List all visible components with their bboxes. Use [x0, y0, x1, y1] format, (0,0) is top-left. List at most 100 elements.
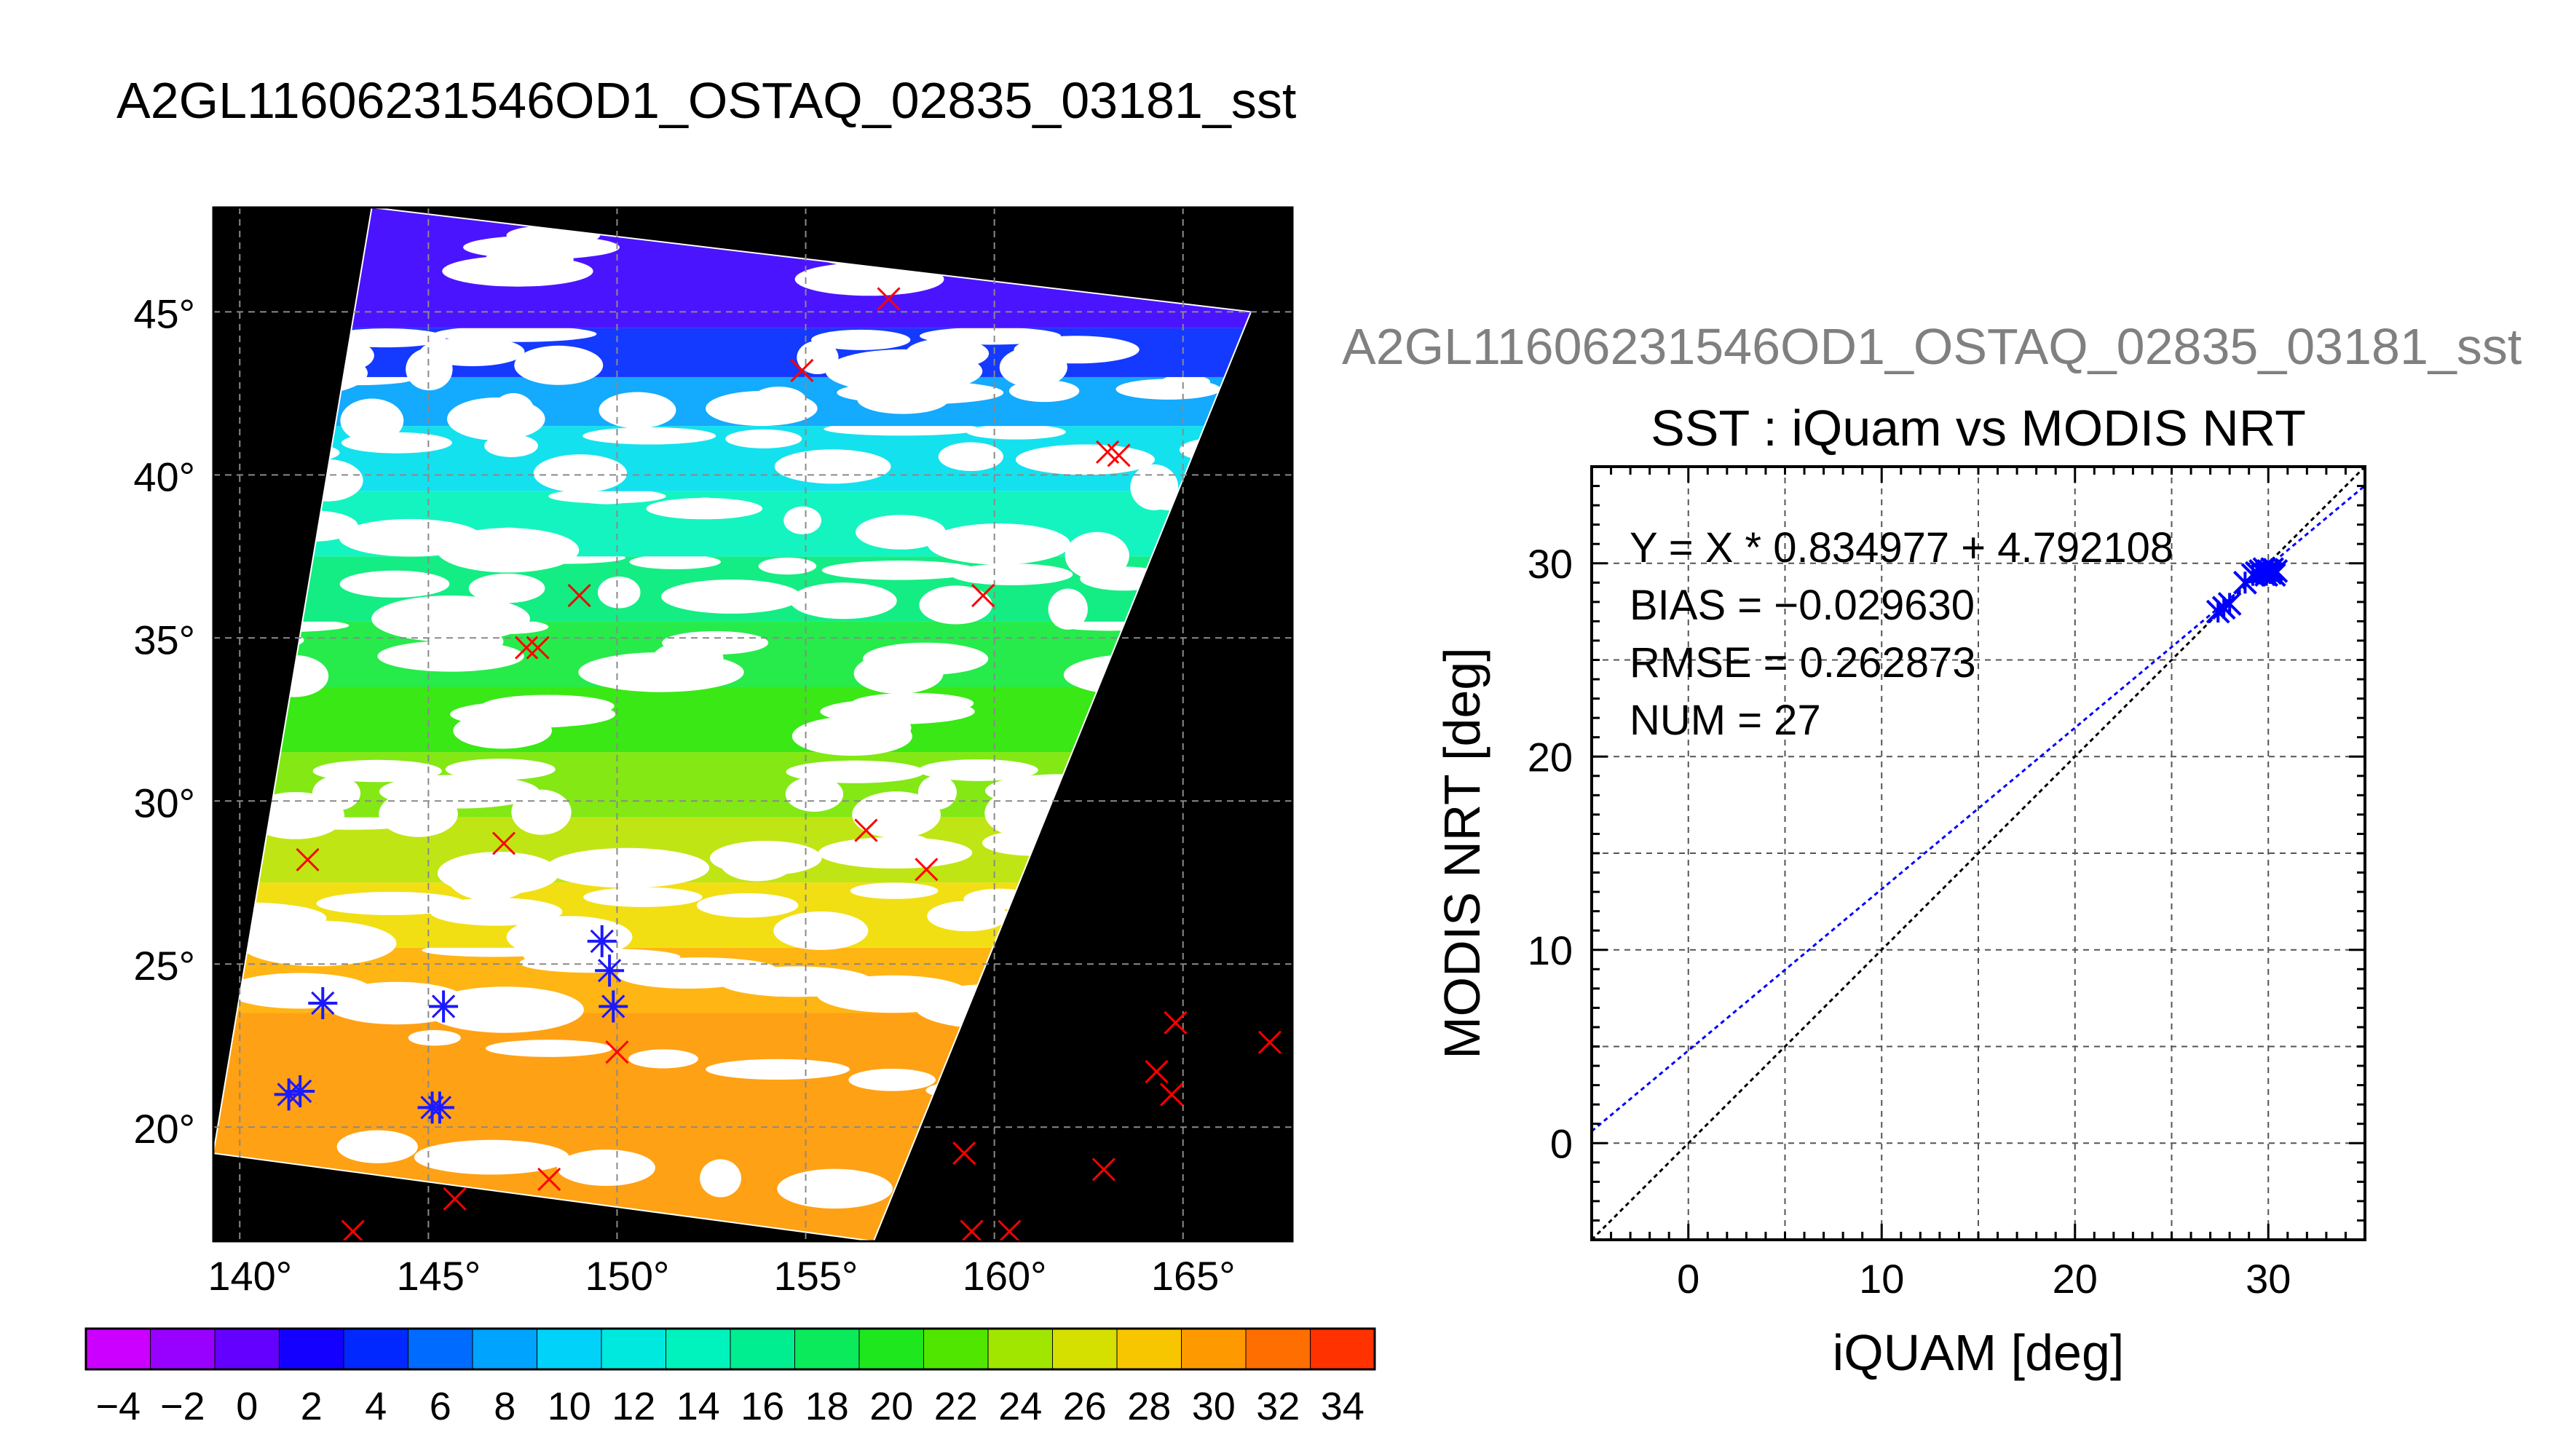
colorbar-tick-label: 22	[934, 1385, 978, 1428]
cloud-patch	[811, 329, 911, 350]
match-marker-stroke	[443, 1187, 467, 1211]
map-grid	[213, 207, 1292, 1241]
valid-marker	[595, 954, 625, 987]
map-x-tick-label: 155°	[774, 1253, 858, 1299]
match-marker	[915, 858, 939, 882]
cloud-patch	[774, 449, 891, 484]
colorbar-tick-label: −4	[95, 1385, 141, 1428]
cloud-patch	[1014, 336, 1140, 364]
cloud-patch	[920, 327, 1062, 345]
map-y-tick-label: 25°	[133, 943, 195, 989]
scatter-panel: SST : iQuam vs MODIS NRT 0 10 20 30 0 10 20 30…	[1434, 400, 2366, 1381]
match-marker	[952, 1141, 976, 1166]
match-marker	[296, 847, 320, 871]
colorbar-cell	[1181, 1328, 1247, 1370]
colorbar-tick-label: 18	[805, 1385, 849, 1428]
colorbar-cell	[666, 1328, 731, 1370]
cloud-patch	[1015, 444, 1156, 475]
cloud-patch	[430, 898, 563, 926]
swath-outline	[213, 207, 1252, 1241]
cloud-patch	[437, 851, 559, 895]
scatter-annotation: Y = X * 0.834977 + 4.792108	[1630, 524, 2173, 571]
cloud-patch	[336, 1130, 418, 1163]
match-marker-stroke	[998, 1219, 1022, 1241]
scatter-annotations: Y = X * 0.834977 + 4.792108 BIAS = −0.029…	[1630, 524, 2173, 744]
cloud-patch	[442, 256, 593, 287]
colorbar-tick-label: 26	[1063, 1385, 1107, 1428]
colorbar-cells	[85, 1328, 1375, 1370]
map-x-tick-label: 145°	[396, 1253, 481, 1299]
scatter-x-tick-labels: 0 10 20 30	[1677, 1256, 2291, 1302]
valid-marker-stroke	[427, 1096, 451, 1120]
colorbar-tick-label: 34	[1321, 1385, 1365, 1428]
colorbar-cell	[85, 1328, 151, 1370]
match-marker	[1091, 1158, 1115, 1182]
cloud-patch	[862, 642, 989, 676]
cloud-patch	[511, 789, 572, 835]
colorbar-tick-label: 14	[676, 1385, 720, 1428]
match-marker-stroke	[296, 847, 320, 871]
map-y-tick-label: 20°	[133, 1106, 195, 1152]
match-marker	[515, 636, 539, 660]
cloud-patch	[1130, 464, 1179, 510]
scatter-annotation: NUM = 27	[1630, 697, 1821, 744]
map-x-tick-label: 160°	[963, 1253, 1047, 1299]
map-markers	[274, 287, 1282, 1241]
colorbar-cell	[858, 1328, 925, 1370]
scatter-point-stroke	[2264, 558, 2289, 583]
match-marker	[1160, 1083, 1184, 1107]
map-y-tick-label: 40°	[133, 454, 195, 499]
cloud-patch	[917, 775, 957, 810]
match-marker-stroke	[491, 831, 516, 855]
map-x-tick-label: 140°	[208, 1253, 292, 1299]
match-marker	[1164, 1010, 1188, 1034]
cloud-patch	[468, 573, 545, 604]
match-marker	[1107, 443, 1131, 467]
cloud-patch	[312, 775, 361, 811]
map-y-tick-labels: 20° 25° 30° 35° 40° 45°	[133, 290, 195, 1152]
match-marker-stroke	[1164, 1010, 1188, 1034]
colorbar-cell	[537, 1328, 602, 1370]
colorbar-tick-label: 30	[1192, 1385, 1236, 1428]
cloud-patch	[856, 515, 947, 550]
cloud-patch	[750, 386, 807, 416]
colorbar-cell	[150, 1328, 216, 1370]
cloud-patch	[785, 776, 844, 812]
valid-marker	[308, 986, 338, 1019]
scatter-points	[2205, 557, 2289, 624]
cloud-patch	[414, 1139, 569, 1175]
cloud-patch	[453, 712, 553, 749]
scatter-x-tick-label: 10	[1859, 1256, 1904, 1302]
match-marker-stroke	[854, 818, 878, 842]
match-marker-stroke	[537, 1167, 561, 1191]
match-marker-stroke	[341, 1219, 365, 1241]
valid-marker-stroke	[311, 991, 335, 1016]
match-marker	[491, 831, 516, 855]
colorbar-tick-label: 24	[998, 1385, 1042, 1428]
match-marker	[854, 818, 878, 842]
cloud-patch	[927, 523, 1070, 565]
valid-marker	[599, 990, 628, 1023]
cloud-patch	[583, 427, 716, 445]
scatter-y-tick-labels: 0 10 20 30	[1528, 541, 1573, 1167]
cloud-patch	[905, 338, 990, 369]
cloud-patch	[617, 961, 759, 989]
colorbar-tick-labels: −4 −2 0 2 4 6 8 10 12 14 16 18 20 22 24 26 28 30 32 34	[95, 1385, 1364, 1428]
cloud-patch	[777, 1168, 893, 1209]
match-marker	[537, 1167, 561, 1191]
scatter-point	[2264, 558, 2289, 583]
colorbar-tick-label: 2	[301, 1385, 323, 1428]
match-marker	[790, 358, 814, 383]
colorbar-tick-label: 6	[430, 1385, 451, 1428]
scatter-y-tick-label: 0	[1550, 1120, 1573, 1166]
sst-map-panel: 20°25°30°35°40°45° 140° 145° 150° 155° 160° 1…	[133, 206, 1294, 1299]
colorbar-tick-label: 0	[236, 1385, 258, 1428]
match-marker	[605, 1040, 629, 1064]
valid-marker-stroke	[288, 1079, 312, 1104]
match-marker-stroke	[960, 1219, 984, 1241]
cloud-patch	[628, 1049, 698, 1069]
match-marker-stroke	[1160, 1083, 1184, 1107]
cloud-patch	[379, 775, 540, 809]
match-marker-stroke	[515, 636, 539, 660]
scatter-x-tick-label: 30	[2246, 1256, 2291, 1302]
